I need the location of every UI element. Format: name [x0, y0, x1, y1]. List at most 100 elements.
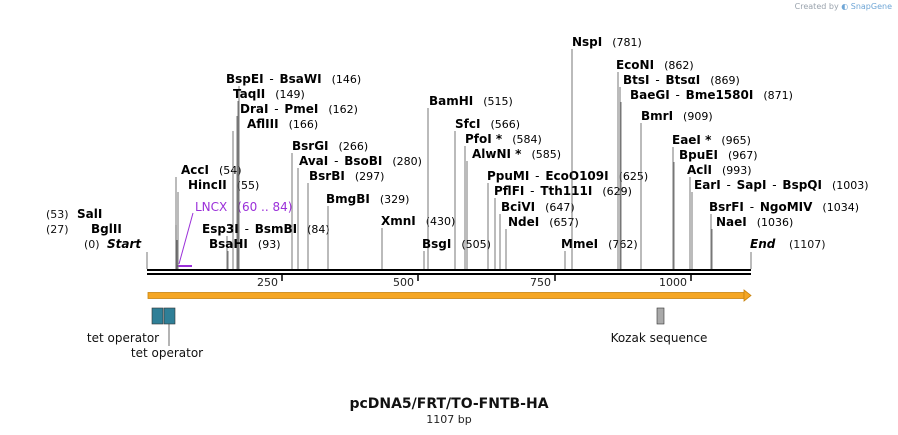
site-position: (146) — [332, 73, 362, 86]
site-position: (862) — [664, 59, 694, 72]
site-enzyme: BsaHI — [209, 237, 248, 251]
site-bmri: BmrI (909) — [640, 109, 713, 269]
tick-label: 250 — [257, 276, 278, 289]
snapgene-logo-icon: ◐ — [841, 2, 849, 11]
site-separator: - — [652, 73, 664, 87]
orf-arrow-body — [147, 292, 745, 299]
site-label: EcoNI (862) — [616, 58, 694, 72]
ruler-tick-500: 500 — [393, 274, 419, 289]
site-label: BglII — [91, 222, 122, 236]
site-label: EaeI * (965) — [672, 133, 751, 147]
start-position: (0) — [84, 238, 100, 251]
site-afliii: AflIII (166) — [232, 117, 319, 269]
feature-label: tet operator — [131, 346, 203, 360]
site-enzyme: AlwNI * — [472, 147, 522, 161]
plasmid-title: pcDNA5/FRT/TO-FNTB-HA — [349, 396, 549, 412]
site-enzyme: PmeI — [284, 102, 318, 116]
site-eaei: EaeI * (965) — [672, 133, 751, 269]
site-position: (584) — [512, 133, 542, 146]
site-econi: EcoNI (862) — [616, 58, 694, 269]
site-label: BtsI - BtsαI (869) — [623, 73, 740, 87]
site-bsahi: BsaHI (93) — [209, 237, 281, 269]
site-esp3i-bsmbi: Esp3I - BsmBI (84) — [202, 222, 330, 269]
site-enzyme: EcoNI — [616, 58, 654, 72]
site-hincii: HincII (55) — [177, 178, 259, 269]
site-label: BsaHI (93) — [209, 237, 281, 251]
site-position: (585) — [531, 148, 561, 161]
site-enzyme: BmgBI — [326, 192, 370, 206]
site-bsgi: BsgI (505) — [422, 237, 491, 269]
site-btsi-bts-i: BtsI - BtsαI (869) — [619, 73, 740, 269]
site-enzyme: Esp3I — [202, 222, 239, 236]
site-position: (166) — [289, 118, 319, 131]
site-enzyme: BsrBI — [309, 169, 345, 183]
primer-name: LNCX — [195, 200, 227, 214]
site-enzyme: BspEI — [226, 72, 264, 86]
site-label: BciVI (647) — [501, 200, 575, 214]
site-sfci: SfcI (566) — [454, 117, 520, 269]
end-label-group: End (1107) — [750, 237, 826, 251]
site-enzyme: SapI — [737, 178, 767, 192]
tick-label: 750 — [530, 276, 551, 289]
ruler-tick-750: 750 — [530, 274, 556, 289]
site-label: BspEI - BsaWI (146) — [226, 72, 361, 86]
snapgene-credit: Created by ◐ SnapGene — [795, 2, 892, 11]
site-label: NaeI (1036) — [716, 215, 793, 229]
primer-leader — [178, 212, 194, 265]
site-position: (54) — [219, 164, 242, 177]
start-label: Start — [107, 237, 142, 251]
site-position: (27) — [46, 223, 69, 236]
site-separator: - — [768, 178, 780, 192]
feature-tet-operator-1: tet operator — [87, 307, 164, 345]
site-sali: (53) SalI — [46, 207, 102, 221]
site-enzyme: BglII — [91, 222, 122, 236]
site-position: (967) — [728, 149, 758, 162]
feature-label: tet operator — [87, 331, 159, 345]
site-enzyme: TaqII — [233, 87, 265, 101]
plasmid-length: 1107 bp — [426, 413, 472, 426]
site-position: (1034) — [822, 201, 859, 214]
site-label: HincII (55) — [188, 178, 259, 192]
site-position: (266) — [339, 140, 369, 153]
feature-label: Kozak sequence — [611, 331, 708, 345]
site-bamhi: BamHI (515) — [427, 94, 513, 269]
site-separator: - — [270, 102, 282, 116]
site-enzyme: NaeI — [716, 215, 747, 229]
site-position: (625) — [619, 170, 649, 183]
site-bsrgi: BsrGI (266) — [291, 139, 369, 269]
site-separator: - — [266, 72, 278, 86]
site-label: XmnI (430) — [381, 214, 455, 228]
site-label: BmgBI (329) — [326, 192, 409, 206]
site-enzyme: Tth111I — [540, 184, 592, 198]
site-enzyme: BtsαI — [665, 73, 700, 87]
restriction-sites: (53) SalI (27) BglII AccI (54)HincII (55) BspEI… — [46, 35, 869, 269]
site-enzyme: BamHI — [429, 94, 473, 108]
site-label: BmrI (909) — [641, 109, 713, 123]
site-position: (55) — [237, 179, 260, 192]
site-position: (84) — [307, 223, 330, 236]
site-bcivi: BciVI (647) — [499, 200, 575, 269]
site-enzyme: DraI — [240, 102, 268, 116]
site-label: EarI - SapI - BspQI (1003) — [694, 178, 869, 192]
site-bsrbi: BsrBI (297) — [307, 169, 384, 269]
site-position: (1036) — [757, 216, 794, 229]
site-label: TaqII (149) — [233, 87, 305, 101]
site-label: NdeI (657) — [508, 215, 579, 229]
site-enzyme: BsrFI — [709, 200, 744, 214]
site-position: (430) — [426, 215, 456, 228]
site-position: (762) — [608, 238, 638, 251]
site-xmni: XmnI (430) — [381, 214, 455, 269]
primer-lncx: LNCX (60 .. 84) — [177, 200, 292, 267]
site-position: (647) — [545, 201, 575, 214]
site-label: AlwNI * (585) — [472, 147, 561, 161]
end-position: (1107) — [789, 238, 826, 251]
site-enzyme: PflFI — [494, 184, 524, 198]
site-separator: - — [241, 222, 253, 236]
feature-box — [656, 307, 665, 325]
site-naei: NaeI (1036) — [711, 215, 793, 269]
site-enzyme: EaeI * — [672, 133, 712, 147]
site-enzyme: BpuEI — [679, 148, 718, 162]
site-label: Esp3I - BsmBI (84) — [202, 222, 330, 236]
site-enzyme: SalI — [77, 207, 102, 221]
feature-box — [151, 307, 164, 325]
